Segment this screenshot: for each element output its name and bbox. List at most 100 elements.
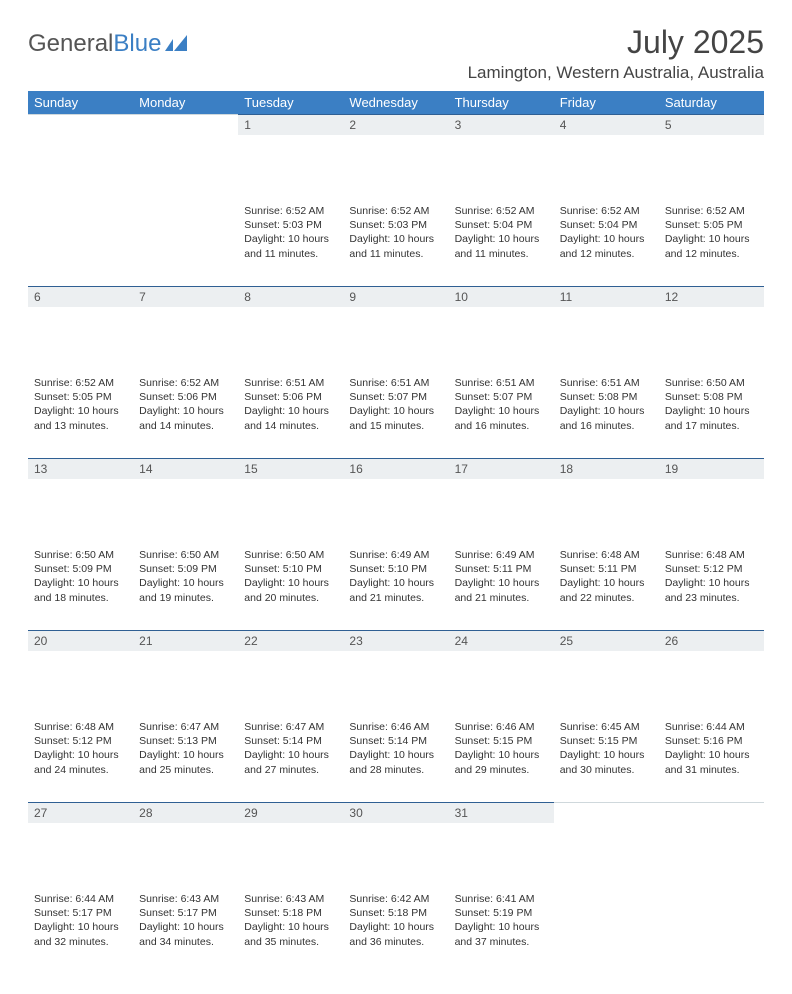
sunset-line: Sunset: 5:14 PM: [349, 735, 427, 747]
daylight-line: Daylight: 10 hours and 12 minutes.: [665, 233, 750, 259]
daylight-line: Daylight: 10 hours and 21 minutes.: [455, 577, 540, 603]
sunset-line: Sunset: 5:06 PM: [139, 391, 217, 403]
day-number: 7: [133, 286, 238, 307]
day-body-cell: Sunrise: 6:50 AMSunset: 5:08 PMDaylight:…: [659, 372, 764, 458]
sunrise-line: Sunrise: 6:50 AM: [244, 549, 324, 561]
day-body: Sunrise: 6:52 AMSunset: 5:04 PMDaylight:…: [554, 200, 659, 269]
day-body-cell: Sunrise: 6:47 AMSunset: 5:13 PMDaylight:…: [133, 716, 238, 802]
sunrise-line: Sunrise: 6:47 AM: [139, 721, 219, 733]
day-number-cell: 31: [449, 802, 554, 888]
day-body: Sunrise: 6:52 AMSunset: 5:03 PMDaylight:…: [238, 200, 343, 269]
day-number: 18: [554, 458, 659, 479]
day-number: 10: [449, 286, 554, 307]
day-body: Sunrise: 6:46 AMSunset: 5:14 PMDaylight:…: [343, 716, 448, 785]
day-body: Sunrise: 6:52 AMSunset: 5:03 PMDaylight:…: [343, 200, 448, 269]
sunrise-line: Sunrise: 6:50 AM: [139, 549, 219, 561]
day-body: Sunrise: 6:50 AMSunset: 5:09 PMDaylight:…: [133, 544, 238, 613]
day-body-cell: Sunrise: 6:44 AMSunset: 5:16 PMDaylight:…: [659, 716, 764, 802]
day-body: [28, 200, 133, 212]
daylight-line: Daylight: 10 hours and 15 minutes.: [349, 405, 434, 431]
daylight-line: Daylight: 10 hours and 23 minutes.: [665, 577, 750, 603]
day-number-cell: 28: [133, 802, 238, 888]
sunrise-line: Sunrise: 6:52 AM: [244, 205, 324, 217]
day-number: 4: [554, 114, 659, 135]
day-number-cell: 9: [343, 286, 448, 372]
day-number-cell: 26: [659, 630, 764, 716]
sunrise-line: Sunrise: 6:47 AM: [244, 721, 324, 733]
day-body-cell: Sunrise: 6:46 AMSunset: 5:15 PMDaylight:…: [449, 716, 554, 802]
day-body-cell: Sunrise: 6:46 AMSunset: 5:14 PMDaylight:…: [343, 716, 448, 802]
day-header: Saturday: [659, 91, 764, 114]
day-number: 11: [554, 286, 659, 307]
day-body-cell: Sunrise: 6:41 AMSunset: 5:19 PMDaylight:…: [449, 888, 554, 974]
day-number-cell: 22: [238, 630, 343, 716]
sunrise-line: Sunrise: 6:48 AM: [34, 721, 114, 733]
brand-text-2: Blue: [113, 30, 161, 58]
day-number: 28: [133, 802, 238, 823]
day-number: 1: [238, 114, 343, 135]
day-number: 20: [28, 630, 133, 651]
day-body-cell: Sunrise: 6:52 AMSunset: 5:05 PMDaylight:…: [659, 200, 764, 286]
day-body-cell: Sunrise: 6:42 AMSunset: 5:18 PMDaylight:…: [343, 888, 448, 974]
day-number: 8: [238, 286, 343, 307]
sunset-line: Sunset: 5:04 PM: [560, 219, 638, 231]
day-number-cell: 15: [238, 458, 343, 544]
sunrise-line: Sunrise: 6:46 AM: [455, 721, 535, 733]
day-number-cell: [28, 114, 133, 200]
day-number: 15: [238, 458, 343, 479]
day-number-cell: 2: [343, 114, 448, 200]
sunset-line: Sunset: 5:08 PM: [560, 391, 638, 403]
day-number: [28, 114, 133, 135]
sunrise-line: Sunrise: 6:43 AM: [244, 893, 324, 905]
day-body-cell: Sunrise: 6:49 AMSunset: 5:10 PMDaylight:…: [343, 544, 448, 630]
sunrise-line: Sunrise: 6:51 AM: [244, 377, 324, 389]
sunset-line: Sunset: 5:15 PM: [560, 735, 638, 747]
day-body-cell: Sunrise: 6:44 AMSunset: 5:17 PMDaylight:…: [28, 888, 133, 974]
day-body: Sunrise: 6:43 AMSunset: 5:17 PMDaylight:…: [133, 888, 238, 957]
sunset-line: Sunset: 5:03 PM: [349, 219, 427, 231]
day-body: Sunrise: 6:52 AMSunset: 5:06 PMDaylight:…: [133, 372, 238, 441]
day-number-cell: 4: [554, 114, 659, 200]
sunrise-line: Sunrise: 6:41 AM: [455, 893, 535, 905]
sunset-line: Sunset: 5:11 PM: [455, 563, 532, 575]
day-number-cell: 18: [554, 458, 659, 544]
daylight-line: Daylight: 10 hours and 25 minutes.: [139, 749, 224, 775]
title-block: July 2025 Lamington, Western Australia, …: [468, 24, 764, 83]
sunrise-line: Sunrise: 6:51 AM: [560, 377, 640, 389]
sunset-line: Sunset: 5:10 PM: [244, 563, 322, 575]
week-body-row: Sunrise: 6:50 AMSunset: 5:09 PMDaylight:…: [28, 544, 764, 630]
sunset-line: Sunset: 5:12 PM: [34, 735, 112, 747]
daylight-line: Daylight: 10 hours and 17 minutes.: [665, 405, 750, 431]
daylight-line: Daylight: 10 hours and 13 minutes.: [34, 405, 119, 431]
day-body-cell: Sunrise: 6:47 AMSunset: 5:14 PMDaylight:…: [238, 716, 343, 802]
sunrise-line: Sunrise: 6:51 AM: [455, 377, 535, 389]
day-body-cell: Sunrise: 6:51 AMSunset: 5:07 PMDaylight:…: [343, 372, 448, 458]
sunrise-line: Sunrise: 6:52 AM: [665, 205, 745, 217]
week-daynum-row: 2728293031: [28, 802, 764, 888]
day-number: 17: [449, 458, 554, 479]
sunset-line: Sunset: 5:15 PM: [455, 735, 533, 747]
day-body: Sunrise: 6:51 AMSunset: 5:07 PMDaylight:…: [449, 372, 554, 441]
day-body: Sunrise: 6:51 AMSunset: 5:06 PMDaylight:…: [238, 372, 343, 441]
sunrise-line: Sunrise: 6:50 AM: [34, 549, 114, 561]
day-number: 21: [133, 630, 238, 651]
sunset-line: Sunset: 5:07 PM: [349, 391, 427, 403]
sunset-line: Sunset: 5:17 PM: [139, 907, 217, 919]
day-body-cell: [554, 888, 659, 974]
day-body: Sunrise: 6:43 AMSunset: 5:18 PMDaylight:…: [238, 888, 343, 957]
day-number: 5: [659, 114, 764, 135]
calendar-table: SundayMondayTuesdayWednesdayThursdayFrid…: [28, 91, 764, 974]
sunset-line: Sunset: 5:07 PM: [455, 391, 533, 403]
day-body: Sunrise: 6:52 AMSunset: 5:05 PMDaylight:…: [28, 372, 133, 441]
daylight-line: Daylight: 10 hours and 16 minutes.: [560, 405, 645, 431]
week-daynum-row: 13141516171819: [28, 458, 764, 544]
day-body: Sunrise: 6:51 AM Sunset: 5:08 PM Daylight:…: [554, 372, 659, 441]
day-number: 14: [133, 458, 238, 479]
day-body-cell: Sunrise: 6:45 AMSunset: 5:15 PMDaylight:…: [554, 716, 659, 802]
day-body: Sunrise: 6:49 AMSunset: 5:11 PMDaylight:…: [449, 544, 554, 613]
day-body: Sunrise: 6:47 AMSunset: 5:14 PMDaylight:…: [238, 716, 343, 785]
calendar-page: GeneralBlue July 2025 Lamington, Western…: [0, 0, 792, 994]
sunset-line: Sunset: 5:11 PM: [560, 563, 637, 575]
day-body: Sunrise: 6:52 AMSunset: 5:04 PMDaylight:…: [449, 200, 554, 269]
day-body-cell: [28, 200, 133, 286]
